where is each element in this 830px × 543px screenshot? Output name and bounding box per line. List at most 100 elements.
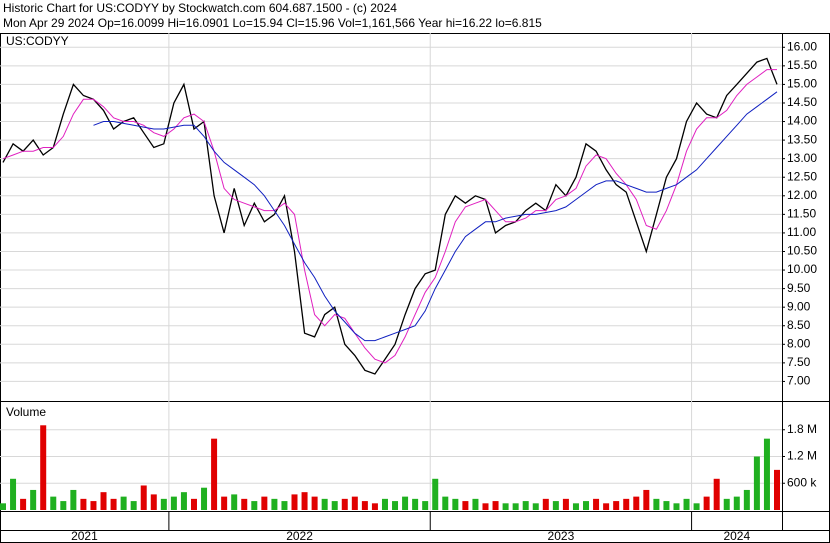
volume-bar — [341, 498, 348, 510]
y-tick-label: 8.50 — [787, 318, 811, 332]
volume-bar — [140, 485, 147, 510]
x-tick-label: 2023 — [548, 529, 575, 543]
y-tick-label: 14.00 — [787, 114, 817, 128]
volume-bar — [321, 498, 328, 510]
volume-bar — [100, 492, 107, 510]
volume-bar — [723, 498, 730, 510]
volume-bar — [160, 498, 167, 510]
volume-bar — [120, 496, 127, 510]
volume-bar — [462, 501, 469, 510]
y-tick-label: 600 k — [787, 475, 817, 489]
volume-bar — [351, 496, 358, 510]
volume-bar — [593, 498, 600, 510]
chart-title: Historic Chart for US:CODYY by Stockwatc… — [3, 1, 397, 15]
volume-bar — [583, 501, 590, 510]
volume-bar — [110, 498, 117, 510]
volume-bar — [753, 456, 760, 510]
y-tick-label: 16.00 — [787, 39, 817, 53]
volume-bar — [271, 498, 278, 510]
volume-bar — [311, 496, 318, 510]
volume-bar — [301, 492, 308, 510]
volume-bar — [613, 501, 620, 510]
y-tick-label: 13.00 — [787, 151, 817, 165]
volume-bar — [422, 501, 429, 510]
y-tick-label: 11.50 — [787, 207, 816, 221]
volume-bar — [180, 492, 187, 510]
volume-bar — [80, 498, 87, 510]
volume-bar — [663, 501, 670, 510]
volume-bar — [261, 496, 268, 510]
y-tick-label: 9.50 — [787, 281, 811, 295]
y-tick-label: 1.8 M — [787, 422, 817, 436]
volume-bar — [562, 498, 569, 510]
x-tick-label: 2024 — [723, 529, 750, 543]
y-tick-label: 10.50 — [787, 244, 817, 258]
volume-bar — [502, 503, 509, 510]
volume-bar — [693, 503, 700, 510]
y-tick-label: 9.00 — [787, 299, 811, 313]
chart-subtitle: Mon Apr 29 2024 Op=16.0099 Hi=16.0901 Lo… — [3, 16, 542, 30]
volume-bar — [0, 503, 6, 510]
volume-bar — [472, 498, 479, 510]
volume-bar — [633, 496, 640, 510]
y-tick-label: 1.2 M — [787, 449, 817, 463]
volume-bar — [492, 501, 499, 510]
volume-bar — [50, 496, 57, 510]
volume-bar — [542, 498, 549, 510]
volume-bar — [512, 503, 519, 510]
volume-bar — [371, 503, 378, 510]
volume-bar — [331, 501, 338, 510]
volume-bar — [170, 496, 177, 510]
volume-bar — [452, 498, 459, 510]
volume-bar — [774, 469, 780, 510]
volume-bar — [40, 425, 47, 510]
y-tick-label: 12.50 — [787, 169, 817, 183]
y-tick-label: 8.00 — [787, 336, 811, 350]
volume-bar — [130, 501, 137, 510]
y-tick-label: 10.00 — [787, 262, 817, 276]
volume-bar — [522, 501, 529, 510]
volume-bar — [552, 501, 559, 510]
volume-bar — [703, 496, 710, 510]
volume-bar — [653, 498, 660, 510]
volume-bar — [90, 501, 97, 510]
x-tick-label: 2022 — [286, 529, 313, 543]
volume-bar — [392, 501, 399, 510]
volume-bar — [673, 503, 680, 510]
volume-bar — [20, 498, 27, 510]
y-tick-label: 7.50 — [787, 355, 811, 369]
volume-bar — [572, 503, 579, 510]
volume-bar — [291, 494, 298, 510]
price-line — [2, 57, 778, 375]
y-tick-label: 14.50 — [787, 95, 817, 109]
volume-bar — [432, 478, 439, 510]
volume-bar — [211, 438, 218, 510]
volume-bar — [10, 478, 17, 510]
volume-bar — [281, 501, 288, 510]
volume-bar — [623, 498, 630, 510]
y-tick-label: 15.50 — [787, 58, 817, 72]
volume-bar — [532, 503, 539, 510]
volume-bar — [713, 478, 720, 510]
y-tick-label: 11.00 — [787, 225, 816, 239]
volume-bar — [643, 489, 650, 510]
volume-bar — [402, 496, 409, 510]
volume-bar — [201, 487, 208, 510]
volume-bar — [482, 503, 489, 510]
x-tick-label: 2021 — [71, 529, 98, 543]
volume-bar — [70, 489, 77, 510]
y-tick-label: 15.00 — [787, 77, 817, 91]
volume-bar — [231, 494, 238, 510]
volume-bar — [442, 496, 449, 510]
price-line — [93, 91, 778, 342]
volume-bar — [150, 494, 157, 510]
volume-bar — [361, 501, 368, 510]
volume-bar — [190, 498, 197, 510]
volume-bar — [221, 496, 228, 510]
panel-label: US:CODYY — [6, 34, 69, 48]
volume-bar — [743, 489, 750, 510]
panel-label: Volume — [6, 405, 46, 419]
volume-bar — [30, 489, 37, 510]
price-line — [2, 69, 777, 364]
